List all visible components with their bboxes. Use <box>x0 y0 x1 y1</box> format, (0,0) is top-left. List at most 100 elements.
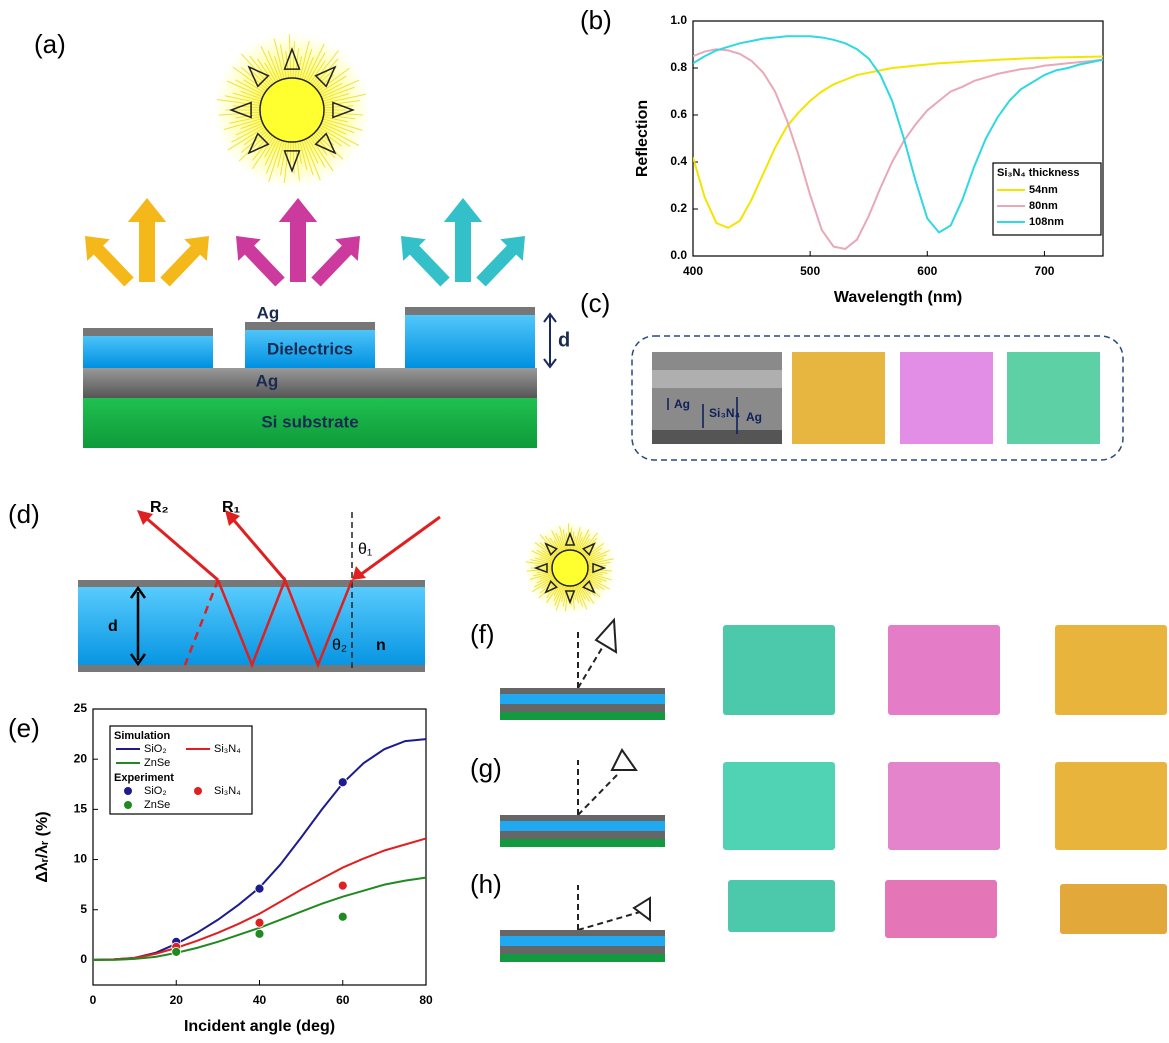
sun-ray <box>541 549 556 559</box>
sun-ray <box>578 533 590 553</box>
sun-ray <box>586 549 610 562</box>
sun-ray <box>240 90 263 100</box>
reflection-arrow <box>85 236 134 287</box>
sun-ray <box>320 124 360 146</box>
legend-swatch <box>124 787 132 795</box>
arrow-head <box>543 312 557 369</box>
sun-spike <box>229 101 252 119</box>
sun-ray <box>538 580 558 599</box>
y-tick-label: 0.6 <box>670 107 687 121</box>
substrate <box>83 398 537 448</box>
sun-ray <box>585 551 600 560</box>
sun-ray <box>232 66 267 92</box>
film-substrate <box>500 839 665 847</box>
plot-frame <box>692 20 1104 257</box>
ag-top <box>405 307 535 315</box>
sun-ray <box>231 124 264 143</box>
sun-ray <box>549 537 561 554</box>
sun-ray <box>240 120 263 130</box>
x-tick-label: 0 <box>90 993 97 1007</box>
panel-label: (h) <box>470 869 502 899</box>
panel-label: (g) <box>470 753 502 783</box>
sun-ray <box>586 574 603 583</box>
legend-label: Si₃N₄ <box>214 743 241 755</box>
reflection-arrow <box>236 236 285 287</box>
dielectric <box>405 307 535 368</box>
sun-spike <box>533 562 548 574</box>
sun-ray <box>264 62 277 83</box>
sun-ray <box>243 79 266 94</box>
sun-ray <box>553 539 562 553</box>
panel-label: (f) <box>470 619 495 649</box>
panel-label: (e) <box>8 713 40 743</box>
layer-label: Dielectrics <box>267 339 353 358</box>
sun-ray <box>243 128 267 146</box>
plot-area <box>693 35 1103 251</box>
sun-ray <box>541 578 556 589</box>
sun-spike <box>544 542 558 556</box>
y-axis-label: Reflection <box>634 100 651 177</box>
sun-ray <box>268 140 283 183</box>
sem-band <box>652 430 782 444</box>
legend-title: Si₃N₄ thickness <box>997 167 1079 179</box>
data-point <box>254 928 265 939</box>
sun-ray <box>321 122 347 135</box>
film-dielectric <box>500 694 665 704</box>
film-top <box>500 688 665 694</box>
reflection-arrow <box>401 236 450 287</box>
sun-ray <box>530 559 553 565</box>
angle-label: θ₂ <box>332 637 347 654</box>
sun-ray <box>279 141 287 176</box>
sun-ray <box>576 584 588 610</box>
sun-ray <box>534 576 555 588</box>
ray-label: R₁ <box>222 499 241 516</box>
sun-ray <box>531 577 556 593</box>
sun-ray <box>583 546 595 557</box>
legend-label: Si₃N₄ <box>214 785 241 797</box>
sun-ray <box>582 580 601 598</box>
legend-label: SiO₂ <box>144 785 167 797</box>
sun-ray <box>555 584 565 611</box>
film-dielectric <box>500 821 665 831</box>
sun-ray <box>533 571 553 577</box>
data-point <box>337 880 348 891</box>
sun-ray <box>311 50 339 86</box>
sun-ray <box>238 131 270 162</box>
sun-ray <box>535 565 553 568</box>
sun-ray <box>579 538 590 554</box>
x-tick-label: 40 <box>253 993 267 1007</box>
sun-ray <box>318 126 351 147</box>
sun-ray <box>301 140 314 176</box>
sun-ray <box>307 52 326 83</box>
angle-label: θ₁ <box>358 541 372 558</box>
sun-ray <box>534 542 556 558</box>
data-line <box>693 35 1103 234</box>
data-line <box>93 837 426 961</box>
sun-ray <box>322 118 363 131</box>
sun-ray <box>313 133 336 158</box>
film-top <box>500 930 665 936</box>
sun-ray <box>307 137 326 168</box>
photo-green <box>1007 352 1100 444</box>
sem-label: Si₃N₄ <box>709 406 741 420</box>
sun-ray <box>277 140 285 168</box>
sun-ray <box>580 532 598 555</box>
sun-ray <box>525 561 553 566</box>
x-tick-label: 20 <box>170 993 184 1007</box>
photos <box>723 625 1167 938</box>
legend <box>109 725 253 815</box>
sun-ray <box>232 92 262 102</box>
panel-label: (a) <box>34 29 66 59</box>
sun <box>551 549 589 587</box>
layer-label: Ag <box>256 371 279 390</box>
sun-ray <box>235 79 264 96</box>
sun-ray <box>317 128 343 147</box>
sun-ray <box>252 134 273 161</box>
sem-image <box>652 352 782 444</box>
sun-ray <box>226 80 263 98</box>
sun-ray <box>224 95 261 104</box>
photo-pink <box>900 352 993 444</box>
film-dielectric <box>500 936 665 946</box>
film-top <box>500 815 665 821</box>
